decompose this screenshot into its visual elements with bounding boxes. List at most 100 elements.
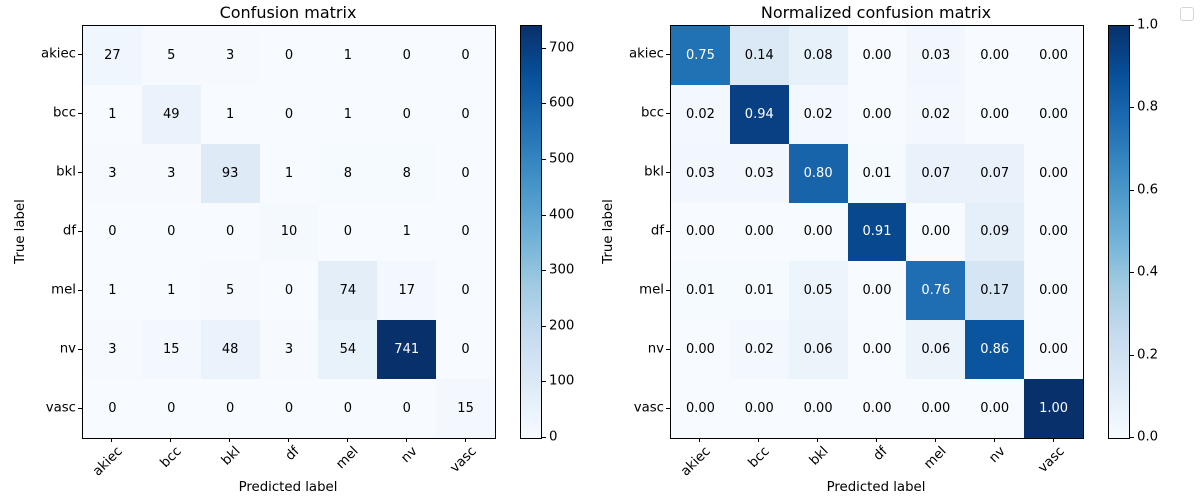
heatmap-cell: 3 <box>83 320 142 380</box>
y-tickmark <box>666 289 670 291</box>
colorbar-tick-label: 0.2 <box>1137 347 1159 363</box>
heatmap-cell: 1 <box>259 143 319 203</box>
colorbar <box>520 25 542 439</box>
y-tickmark <box>78 172 82 174</box>
y-tick-label: mel <box>639 282 664 298</box>
colorbar-tick-label: 200 <box>549 318 575 334</box>
heatmap-cell: 0.00 <box>788 202 848 262</box>
heatmap-cell: 0 <box>377 26 437 85</box>
y-tick-label: df <box>650 223 664 239</box>
chart-title: Confusion matrix <box>219 3 357 22</box>
heatmap-cell: 54 <box>318 320 378 380</box>
y-tickmark <box>666 172 670 174</box>
colorbar-tick-label: 300 <box>549 262 575 278</box>
y-tickmark <box>666 231 670 232</box>
heatmap-cell: 0.02 <box>906 84 966 144</box>
heatmap-cell: 0.00 <box>671 379 730 438</box>
heatmap-cell: 1 <box>318 26 378 85</box>
colorbar-tick-label: 0.6 <box>1137 182 1159 198</box>
heatmap-cell: 3 <box>83 143 142 203</box>
colorbar-tick-label: 500 <box>549 151 575 167</box>
x-tickmark <box>111 438 113 442</box>
heatmap-cell: 0.91 <box>847 202 907 262</box>
heatmap-cell: 0.07 <box>965 143 1025 203</box>
colorbar-tick-label: 0.4 <box>1137 264 1159 280</box>
chart-title: Normalized confusion matrix <box>760 3 992 22</box>
heatmap-cell: 0 <box>83 379 142 438</box>
y-tickmark <box>666 113 670 115</box>
y-tick-label: vasc <box>45 400 76 416</box>
heatmap-cell: 0 <box>318 379 378 438</box>
heatmap-cell: 0 <box>436 84 495 144</box>
x-tickmark <box>934 438 936 442</box>
heatmap-cell: 3 <box>259 320 319 380</box>
y-tick-label: bkl <box>56 164 76 180</box>
heatmap-cell: 0 <box>200 379 260 438</box>
colorbar-tickmark <box>1130 189 1134 191</box>
heatmap-cell: 0 <box>436 261 495 321</box>
y-tickmark <box>78 407 82 409</box>
heatmap-cell: 48 <box>200 320 260 380</box>
y-tick-label: bcc <box>52 105 76 121</box>
y-tick-label: mel <box>51 282 76 298</box>
heatmap-cell: 0.94 <box>729 84 789 144</box>
x-tickmark <box>405 438 407 442</box>
heatmap-cell: 0.07 <box>906 143 966 203</box>
heatmap-cell: 0.00 <box>1024 320 1083 380</box>
heatmap-cell: 0 <box>83 202 142 262</box>
heatmap-cell: 17 <box>377 261 437 321</box>
heatmap-cell: 0.00 <box>847 379 907 438</box>
heatmap-cell: 0 <box>436 26 495 85</box>
heatmap-cell: 93 <box>200 143 260 203</box>
colorbar-tickmark <box>542 270 546 272</box>
heatmap-cell: 0.75 <box>671 26 730 85</box>
heatmap-cell: 3 <box>141 143 201 203</box>
heatmap-cell: 0.00 <box>965 84 1025 144</box>
colorbar-tick-label: 700 <box>549 40 575 56</box>
heatmap-cell: 10 <box>259 202 319 262</box>
heatmap-cell: 0.00 <box>1024 26 1083 85</box>
heatmap-cell: 0 <box>200 202 260 262</box>
colorbar-tickmark <box>1130 272 1134 274</box>
heatmap-cell: 27 <box>83 26 142 85</box>
heatmap-cell: 0.00 <box>1024 84 1083 144</box>
heatmap-cell: 0.00 <box>1024 261 1083 321</box>
colorbar-tick-label: 1.0 <box>1137 17 1159 33</box>
heatmap-cell: 15 <box>436 379 495 438</box>
heatmap-cell: 0 <box>436 320 495 380</box>
y-tickmark <box>666 407 670 409</box>
y-tickmark <box>666 54 670 56</box>
heatmap-cell: 0.00 <box>788 379 848 438</box>
heatmap-cell: 0.08 <box>788 26 848 85</box>
heatmap-cell: 0.76 <box>906 261 966 321</box>
x-tickmark <box>758 438 760 442</box>
heatmap-axes: 0.75 0.14 0.08 0.00 0.03 0.00 0.00 0.02 0.94 0.02… <box>670 25 1084 439</box>
heatmap-cell: 0 <box>259 379 319 438</box>
y-tickmark <box>78 113 82 115</box>
y-tick-label: df <box>62 223 76 239</box>
heatmap-cell: 1 <box>83 261 142 321</box>
colorbar-tickmark <box>1130 25 1134 26</box>
colorbar-tick-label: 600 <box>549 95 575 111</box>
heatmap-cell: 0.00 <box>847 84 907 144</box>
colorbar-tickmark <box>542 325 546 327</box>
heatmap-cell: 0.00 <box>729 379 789 438</box>
heatmap-cell: 1 <box>141 261 201 321</box>
heatmap-cell: 1 <box>318 84 378 144</box>
heatmap-cell: 0.03 <box>671 143 730 203</box>
heatmap-cell: 0.00 <box>965 379 1025 438</box>
y-tickmark <box>78 231 82 232</box>
heatmap-cell: 0.03 <box>906 26 966 85</box>
colorbar-tick-label: 0.8 <box>1137 99 1159 115</box>
heatmap-cell: 0.00 <box>1024 202 1083 262</box>
x-tickmark <box>699 438 701 442</box>
y-tick-label: akiec <box>628 46 664 62</box>
heatmap-cell: 0.00 <box>906 379 966 438</box>
heatmap-cell: 0 <box>377 379 437 438</box>
x-tickmark <box>993 438 995 442</box>
heatmap-cell: 0.00 <box>847 26 907 85</box>
heatmap-cell: 1 <box>83 84 142 144</box>
colorbar-tickmark <box>542 47 546 49</box>
y-tick-label: bkl <box>644 164 664 180</box>
